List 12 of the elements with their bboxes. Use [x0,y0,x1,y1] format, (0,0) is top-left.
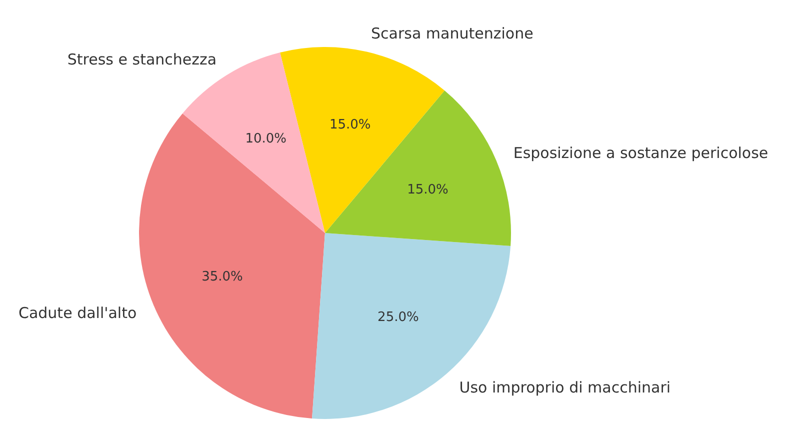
data-label: 15.0% [329,117,371,132]
slice-label: Esposizione a sostanze pericolose [513,144,768,162]
data-label: 25.0% [378,310,419,326]
slice-label: Cadute dall'alto [18,304,137,322]
pie-slice [325,90,511,246]
slice-label: Uso improprio di macchinari [459,378,671,396]
data-label: 35.0% [202,270,243,285]
pie-slice [139,113,325,419]
data-label: 15.0% [407,182,448,198]
slice-label: Stress e stanchezza [67,50,217,68]
data-label: 10.0% [245,131,287,146]
slice-label: Scarsa manutenzione [371,24,534,43]
